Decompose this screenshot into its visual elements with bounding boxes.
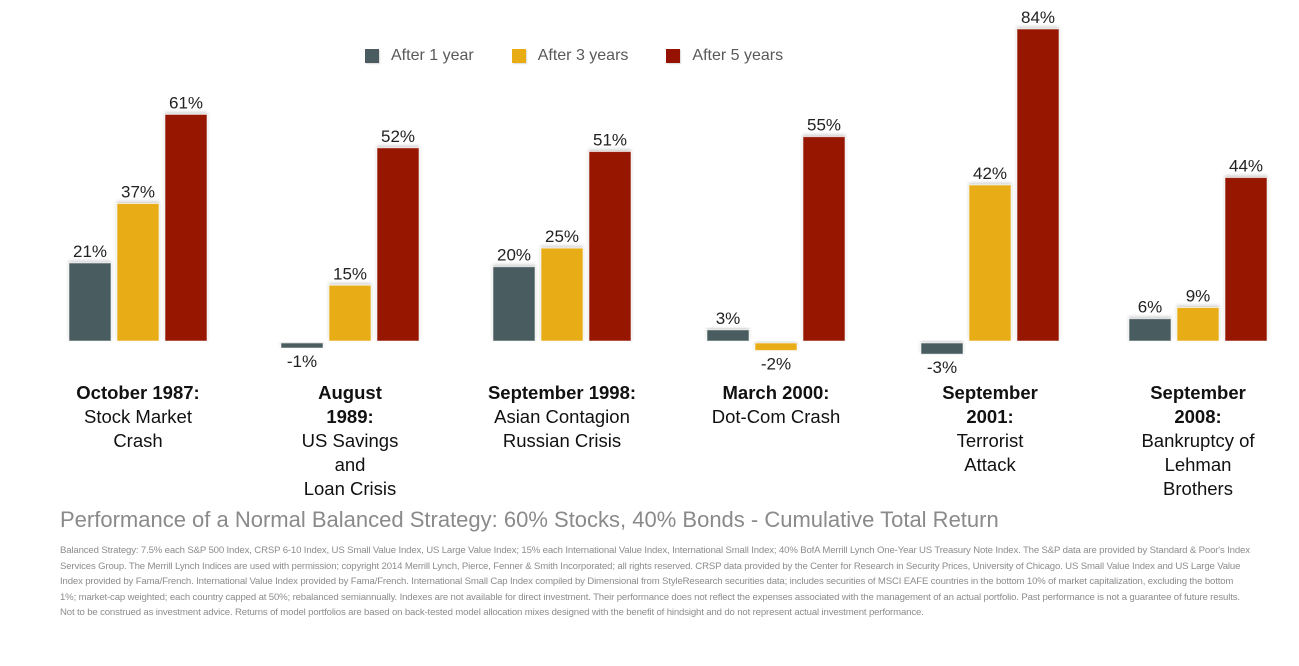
data-label: 21% — [73, 242, 107, 261]
category-label: September 2001: Terrorist Attack — [890, 381, 1090, 477]
data-label: 15% — [333, 264, 367, 283]
bar-after-3-years-1 — [328, 284, 372, 342]
category-date: September 1998: — [487, 382, 637, 403]
data-label: 42% — [973, 164, 1007, 183]
category-label: October 1987: Stock Market Crash — [38, 381, 238, 453]
bar-after-5-years-3 — [802, 136, 846, 342]
category-description: and — [334, 454, 366, 475]
data-label: 20% — [497, 246, 531, 265]
data-label: -2% — [761, 354, 791, 373]
data-label: -1% — [287, 352, 317, 371]
bar-after-5-years-5 — [1224, 177, 1268, 342]
bar-after-1-year-3 — [706, 329, 750, 342]
category-label: August 1989: US Savings and Loan Crisis — [250, 381, 450, 501]
category-label: March 2000: Dot-Com Crash — [676, 381, 876, 429]
legend-swatch-icon — [666, 49, 681, 63]
data-label: 44% — [1229, 157, 1263, 176]
category-date: 2001: — [966, 406, 1014, 427]
value-labels-layer: 21% 37% 61% -1% 15% 52% 20% 25% 51% 3% -2% 55% -3% 42… — [73, 8, 1263, 377]
category-date: September — [942, 382, 1038, 403]
category-description: Terrorist — [956, 430, 1024, 451]
legend-swatch-icon — [365, 49, 379, 63]
category-date: September — [1150, 382, 1246, 403]
category-date: October 1987: — [76, 382, 200, 403]
bar-after-3-years-5 — [1176, 307, 1220, 342]
data-label: 9% — [1186, 287, 1211, 306]
category-description: Bankruptcy of — [1141, 430, 1255, 451]
category-label: September 1998: Asian Contagion Russian Cr… — [462, 381, 662, 453]
data-label: 55% — [807, 116, 841, 135]
data-label: 25% — [545, 227, 579, 246]
chart-subtitle: Performance of a Normal Balanced Strateg… — [60, 507, 999, 532]
category-description: Brothers — [1163, 478, 1233, 499]
data-label: 52% — [381, 127, 415, 146]
category-description: Stock Market — [84, 406, 192, 427]
data-label: 51% — [593, 131, 627, 150]
data-label: 61% — [169, 93, 203, 112]
category-description: Russian Crisis — [502, 430, 622, 451]
bar-after-3-years-0 — [116, 203, 160, 342]
category-date: March 2000: — [722, 382, 830, 403]
legend-item-after-5-years[interactable]: After 5 years — [666, 47, 783, 65]
legend-label: After 3 years — [537, 47, 629, 64]
legend: After 1 year After 3 years After 5 years — [365, 47, 821, 65]
bar-after-1-year-4 — [920, 342, 964, 355]
category-date: August — [318, 382, 382, 403]
bar-after-3-years-2 — [540, 247, 584, 342]
legend-swatch-icon — [511, 49, 526, 63]
category-description: US Savings — [301, 430, 399, 451]
bar-after-3-years-3 — [754, 342, 798, 351]
bar-after-5-years-4 — [1016, 28, 1060, 342]
bar-after-3-years-4 — [968, 184, 1012, 342]
legend-label: After 1 year — [391, 47, 474, 64]
category-label: September 2008: Bankruptcy of Lehman Brother… — [1098, 381, 1298, 501]
data-label: -3% — [927, 358, 957, 377]
bars-layer — [68, 28, 1268, 355]
data-label: 3% — [716, 309, 741, 328]
legend-item-after-3-years[interactable]: After 3 years — [511, 47, 629, 65]
bar-after-1-year-5 — [1128, 318, 1172, 342]
bar-after-1-year-2 — [492, 266, 536, 342]
category-description: Attack — [964, 454, 1016, 475]
bar-after-5-years-2 — [588, 151, 632, 342]
bar-after-5-years-1 — [376, 147, 420, 342]
bar-after-1-year-1 — [280, 342, 324, 349]
category-date: 1989: — [326, 406, 374, 427]
data-label: 84% — [1021, 8, 1055, 27]
footnote-disclaimer: Balanced Strategy: 7.5% each S&P 500 Ind… — [60, 545, 1250, 618]
category-description: Crash — [113, 430, 163, 451]
category-description: Asian Contagion — [494, 406, 630, 427]
category-description: Dot-Com Crash — [711, 406, 841, 427]
category-date: 2008: — [1174, 406, 1222, 427]
category-description: Loan Crisis — [303, 478, 397, 499]
bar-chart: 21% 37% 61% -1% 15% 52% 20% 25% 51% 3% -2% 55% -3% 42… — [68, 8, 1268, 377]
category-description: Lehman — [1164, 454, 1232, 475]
bar-after-5-years-0 — [164, 113, 208, 342]
legend-item-after-1-year[interactable]: After 1 year — [365, 47, 474, 65]
bar-after-1-year-0 — [68, 262, 112, 342]
data-label: 6% — [1138, 298, 1163, 317]
legend-label: After 5 years — [692, 47, 784, 64]
data-label: 37% — [121, 183, 155, 202]
